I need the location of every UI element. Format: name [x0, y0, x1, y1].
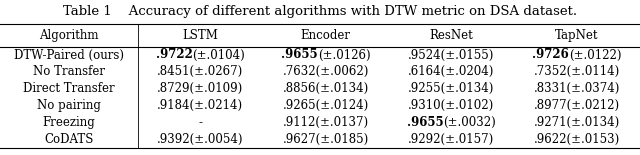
Text: .9255(±.0134): .9255(±.0134) — [408, 82, 494, 95]
Text: (±.0122): (±.0122) — [569, 49, 621, 62]
Text: No pairing: No pairing — [37, 99, 100, 112]
Text: Table 1    Accuracy of different algorithms with DTW metric on DSA dataset.: Table 1 Accuracy of different algorithms… — [63, 5, 577, 18]
Text: (±.0126): (±.0126) — [317, 49, 371, 62]
Text: .9655: .9655 — [281, 49, 317, 62]
Text: TapNet: TapNet — [556, 29, 598, 42]
Text: .9310(±.0102): .9310(±.0102) — [408, 99, 494, 112]
Text: Algorithm: Algorithm — [39, 29, 99, 42]
Text: Encoder: Encoder — [301, 29, 351, 42]
Text: .8856(±.0134): .8856(±.0134) — [283, 82, 369, 95]
Text: ResNet: ResNet — [429, 29, 473, 42]
Text: .9726: .9726 — [532, 49, 569, 62]
Text: .8331(±.0374): .8331(±.0374) — [534, 82, 620, 95]
Text: .9622(±.0153): .9622(±.0153) — [534, 133, 620, 146]
Text: .9292(±.0157): .9292(±.0157) — [408, 133, 494, 146]
Text: .9271(±.0134): .9271(±.0134) — [534, 116, 620, 129]
Text: No Transfer: No Transfer — [33, 65, 105, 78]
Text: .9655: .9655 — [406, 116, 443, 129]
Text: .8451(±.0267): .8451(±.0267) — [157, 65, 243, 78]
Text: -: - — [198, 116, 202, 129]
Text: .8977(±.0212): .8977(±.0212) — [534, 99, 620, 112]
Text: DTW-Paired (ours): DTW-Paired (ours) — [14, 49, 124, 62]
Text: Direct Transfer: Direct Transfer — [23, 82, 115, 95]
Text: .9112(±.0137): .9112(±.0137) — [283, 116, 369, 129]
Text: .9265(±.0124): .9265(±.0124) — [283, 99, 369, 112]
Text: .9722: .9722 — [156, 49, 193, 62]
Text: CoDATS: CoDATS — [44, 133, 93, 146]
Text: .8729(±.0109): .8729(±.0109) — [157, 82, 243, 95]
Text: .9184(±.0214): .9184(±.0214) — [157, 99, 243, 112]
Text: .9627(±.0185): .9627(±.0185) — [283, 133, 369, 146]
Text: .9392(±.0054): .9392(±.0054) — [157, 133, 244, 146]
Text: Freezing: Freezing — [42, 116, 95, 129]
Text: (±.0104): (±.0104) — [193, 49, 245, 62]
Text: .7352(±.0114): .7352(±.0114) — [534, 65, 620, 78]
Text: .9524(±.0155): .9524(±.0155) — [408, 49, 494, 62]
Text: .6164(±.0204): .6164(±.0204) — [408, 65, 494, 78]
Text: (±.0032): (±.0032) — [443, 116, 496, 129]
Text: LSTM: LSTM — [182, 29, 218, 42]
Text: .7632(±.0062): .7632(±.0062) — [283, 65, 369, 78]
